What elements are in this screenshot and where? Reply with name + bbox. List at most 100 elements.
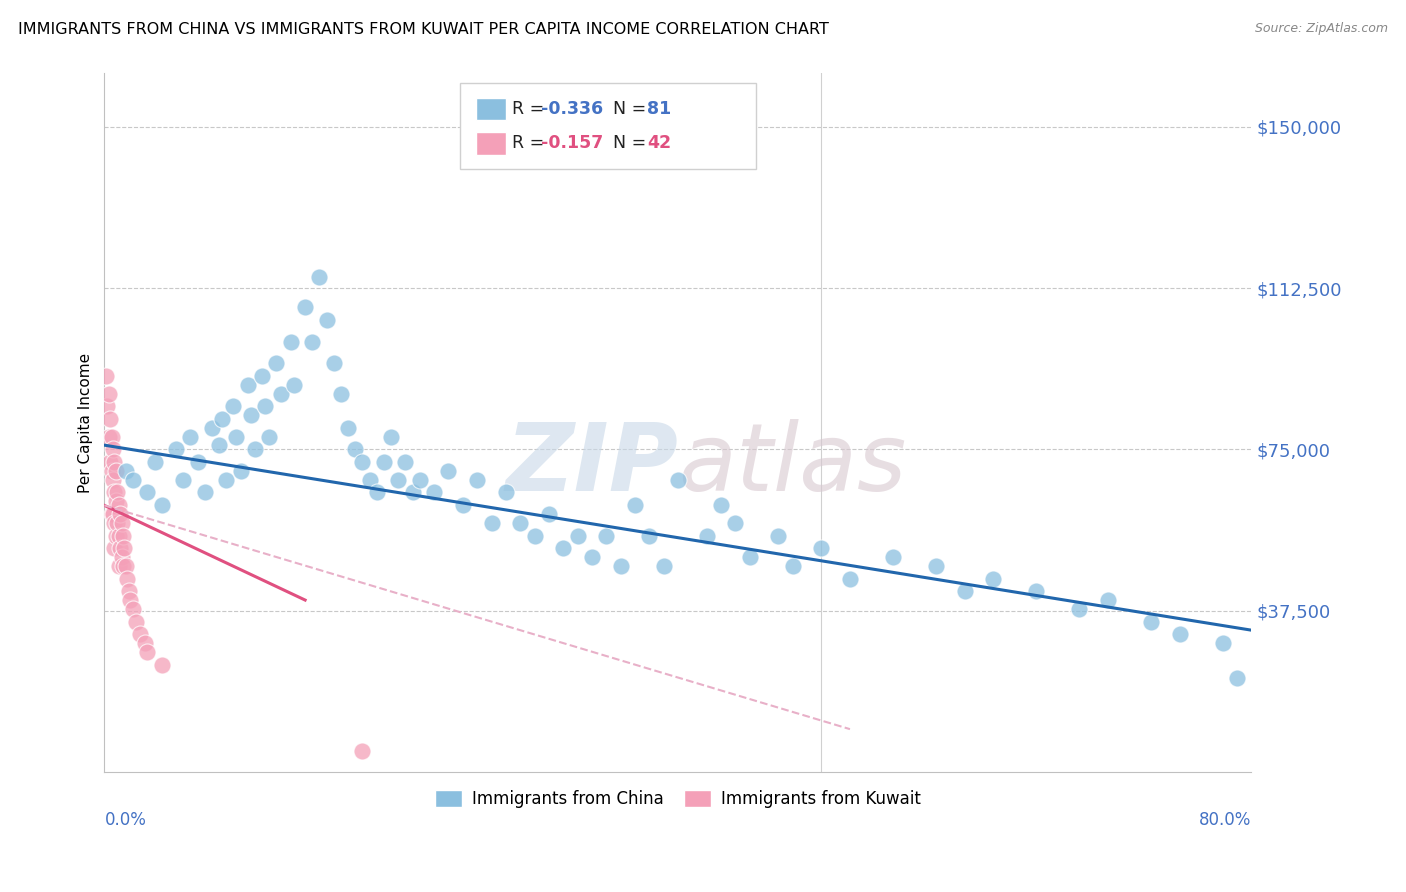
Text: ZIP: ZIP <box>505 418 678 510</box>
Point <box>337 421 360 435</box>
Point <box>97 429 120 443</box>
Point <box>103 541 125 556</box>
Point <box>100 507 122 521</box>
Point <box>509 516 531 530</box>
Point <box>110 549 132 564</box>
Point <box>134 636 156 650</box>
Point <box>1025 584 1047 599</box>
Text: 42: 42 <box>647 135 671 153</box>
Point <box>953 584 976 599</box>
Point <box>1168 627 1191 641</box>
Point <box>150 657 173 672</box>
Point <box>1097 593 1119 607</box>
Point <box>301 334 323 349</box>
Point <box>101 442 124 457</box>
Point <box>882 549 904 564</box>
Point <box>201 421 224 435</box>
Point <box>211 412 233 426</box>
Point <box>94 369 117 384</box>
Text: -0.157: -0.157 <box>541 135 603 153</box>
Point <box>208 438 231 452</box>
Point <box>103 455 125 469</box>
Point <box>100 429 122 443</box>
Point <box>172 473 194 487</box>
Point <box>696 528 718 542</box>
Point <box>143 455 166 469</box>
Point <box>280 334 302 349</box>
Point <box>782 558 804 573</box>
Point <box>114 541 136 556</box>
Point <box>136 485 159 500</box>
Point <box>344 442 367 457</box>
Point <box>129 627 152 641</box>
Point <box>315 313 337 327</box>
Point <box>215 473 238 487</box>
Point <box>122 473 145 487</box>
Point <box>96 400 118 414</box>
Point <box>222 400 245 414</box>
Point <box>107 499 129 513</box>
Text: 0.0%: 0.0% <box>104 811 146 829</box>
Point <box>101 473 124 487</box>
Point <box>652 558 675 573</box>
Point <box>239 408 262 422</box>
Point <box>100 464 122 478</box>
Point <box>150 499 173 513</box>
Point <box>236 378 259 392</box>
Point <box>118 584 141 599</box>
Text: Source: ZipAtlas.com: Source: ZipAtlas.com <box>1254 22 1388 36</box>
Point <box>122 601 145 615</box>
Point <box>187 455 209 469</box>
Point <box>609 558 631 573</box>
Point <box>250 369 273 384</box>
Point <box>107 558 129 573</box>
Point <box>111 528 134 542</box>
Point <box>259 429 281 443</box>
Point <box>253 400 276 414</box>
Point <box>110 516 132 530</box>
Point <box>666 473 689 487</box>
Point <box>105 485 128 500</box>
Point <box>465 473 488 487</box>
Point <box>553 541 575 556</box>
Text: R =: R = <box>512 135 550 153</box>
Point <box>294 301 316 315</box>
Point <box>523 528 546 542</box>
Point <box>105 516 128 530</box>
Point <box>1069 601 1091 615</box>
Text: R =: R = <box>512 100 550 118</box>
Point <box>373 455 395 469</box>
Point <box>1212 636 1234 650</box>
Point <box>638 528 661 542</box>
Point <box>120 593 142 607</box>
Point <box>352 455 374 469</box>
Point <box>117 572 139 586</box>
Point <box>409 473 432 487</box>
Y-axis label: Per Capita Income: Per Capita Income <box>79 352 93 492</box>
Point <box>115 464 138 478</box>
Legend: Immigrants from China, Immigrants from Kuwait: Immigrants from China, Immigrants from K… <box>427 781 929 816</box>
Text: 81: 81 <box>647 100 671 118</box>
Point <box>97 386 120 401</box>
Point <box>581 549 603 564</box>
Point <box>394 455 416 469</box>
Point <box>423 485 446 500</box>
Point <box>330 386 353 401</box>
Point <box>104 464 127 478</box>
Point <box>983 572 1005 586</box>
Point <box>768 528 790 542</box>
Point <box>839 572 862 586</box>
Point <box>165 442 187 457</box>
Text: atlas: atlas <box>678 419 905 510</box>
Point <box>925 558 948 573</box>
Point <box>308 270 330 285</box>
Point <box>101 507 124 521</box>
Point <box>98 412 121 426</box>
FancyBboxPatch shape <box>477 98 506 120</box>
Text: 80.0%: 80.0% <box>1199 811 1251 829</box>
Point <box>103 516 125 530</box>
Point <box>103 485 125 500</box>
Point <box>1226 671 1249 685</box>
Point <box>401 485 423 500</box>
Point <box>283 378 305 392</box>
